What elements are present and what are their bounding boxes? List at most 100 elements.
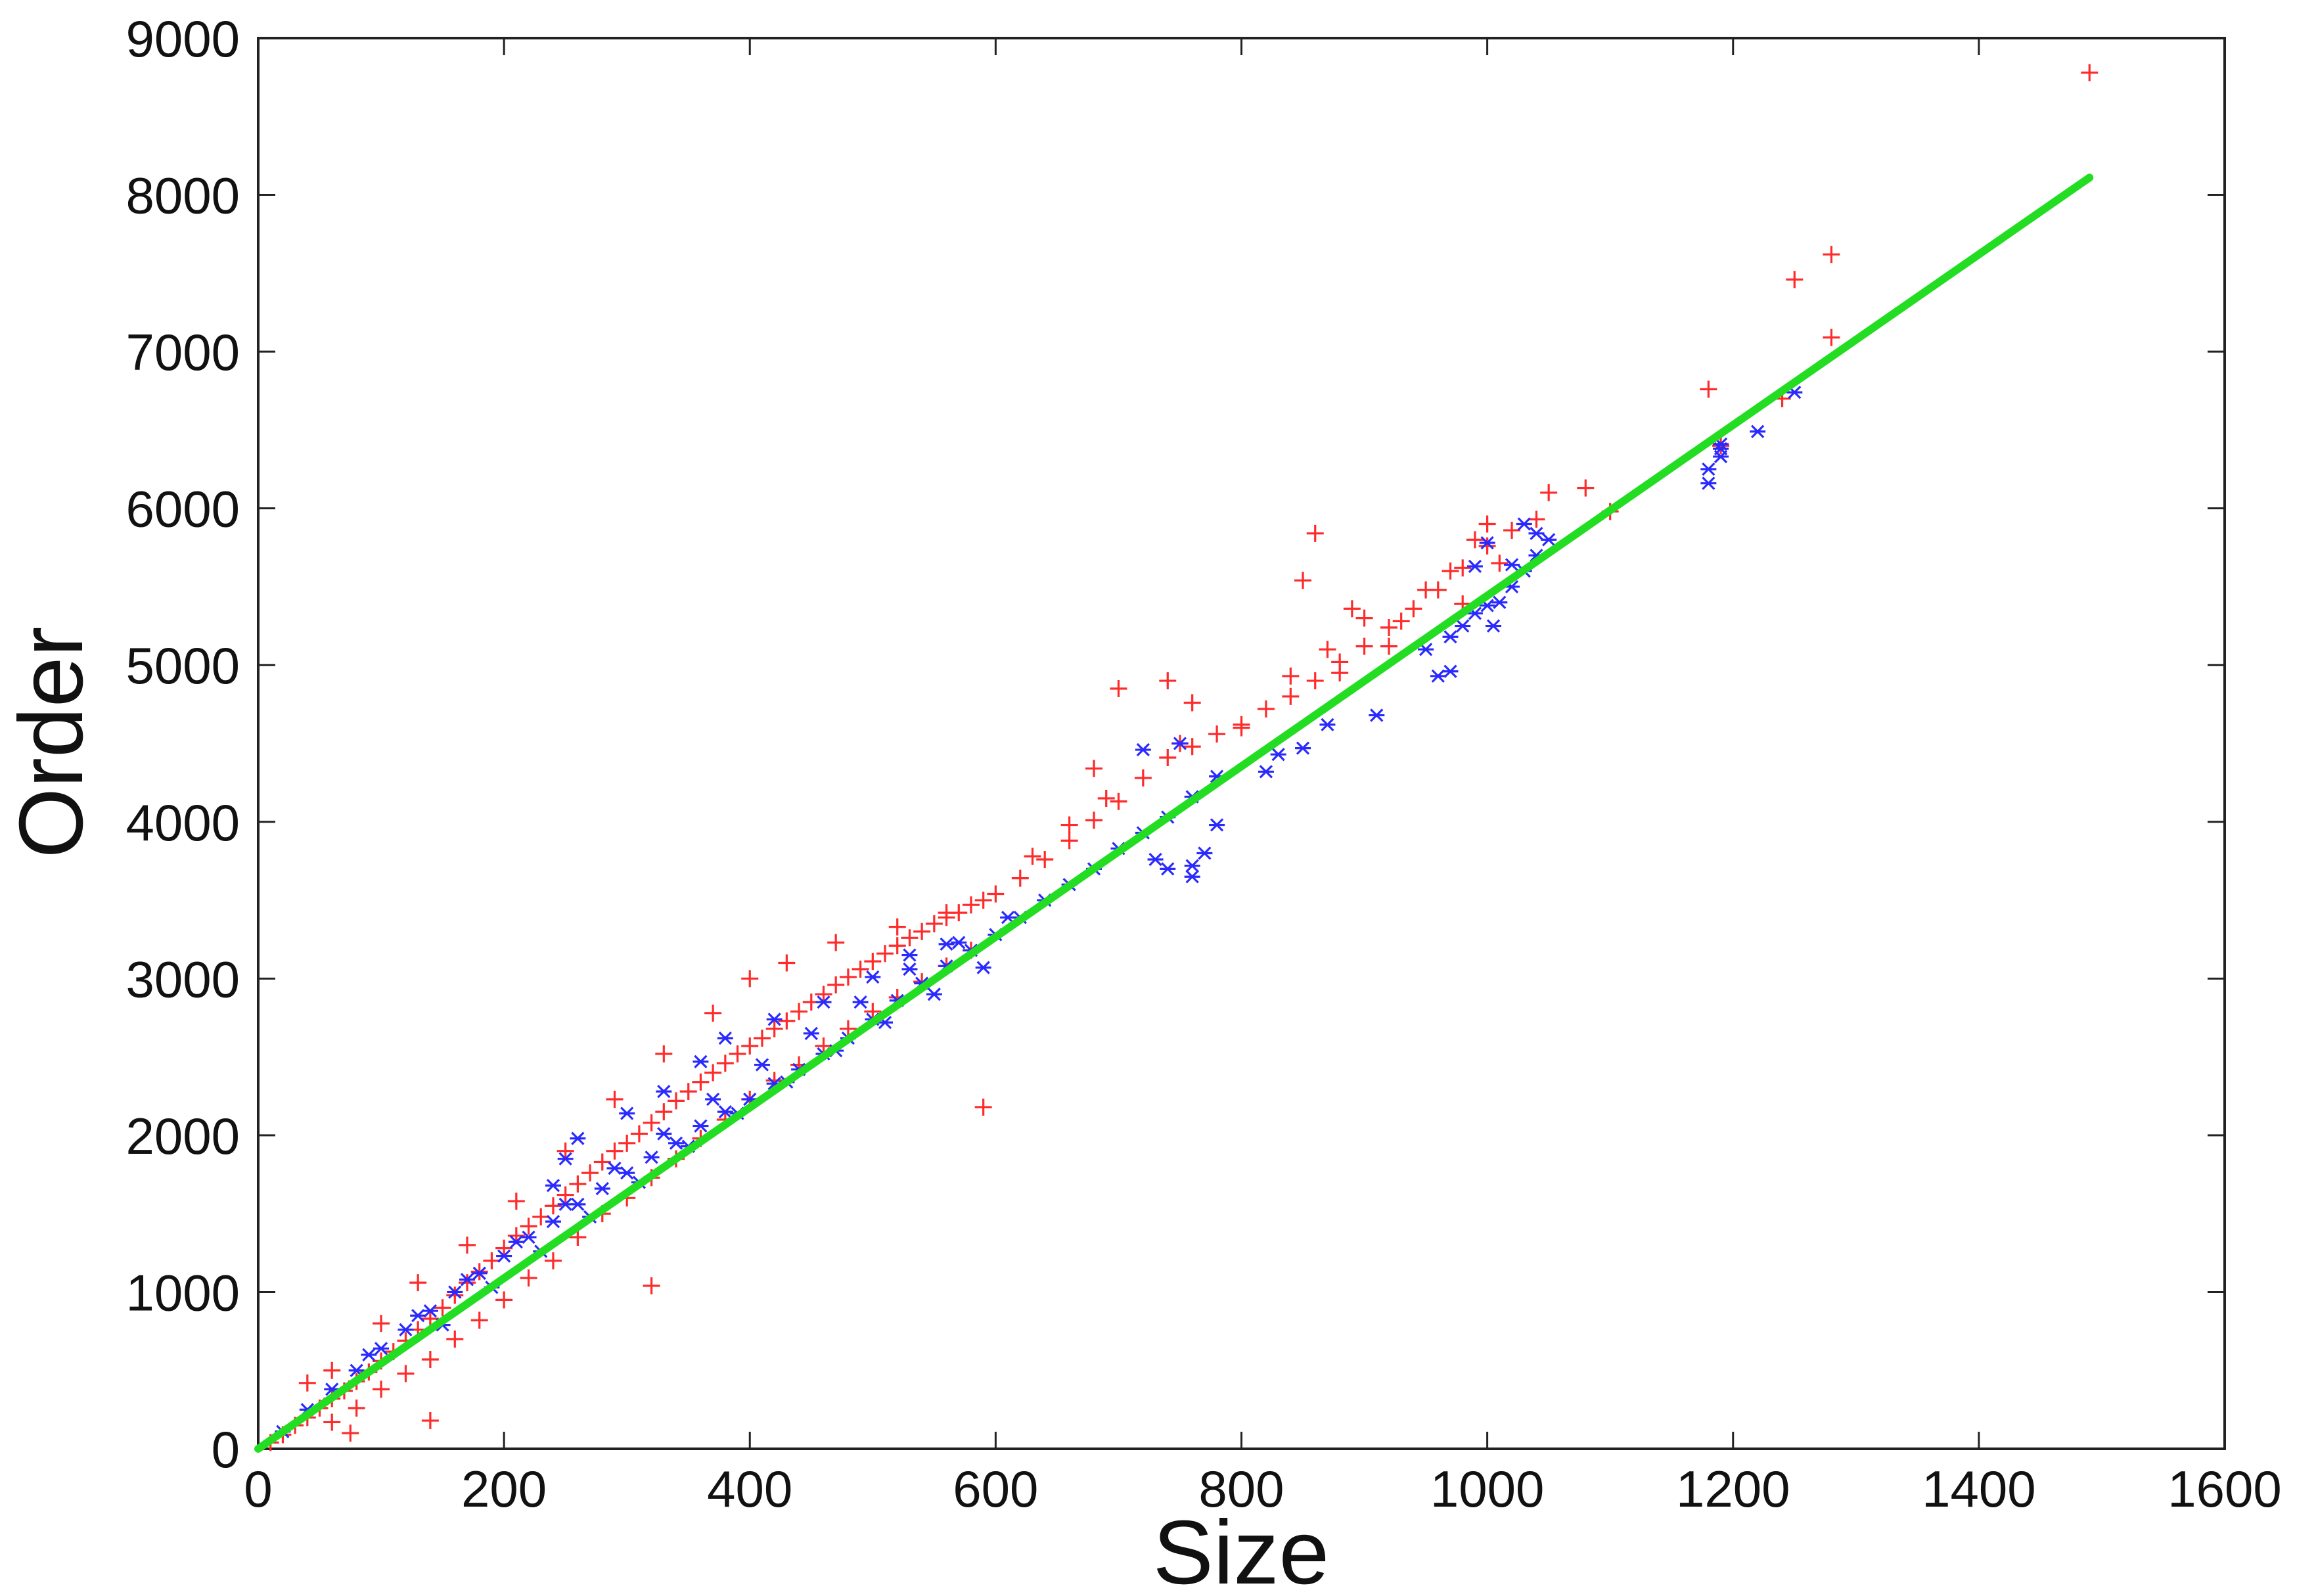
fit-line-group xyxy=(254,173,2094,1453)
blue-asterisk-point xyxy=(508,1235,524,1249)
blue-asterisk-point xyxy=(373,1342,390,1356)
blue-asterisk-point xyxy=(1209,818,1225,832)
red-plus-point xyxy=(556,1186,574,1204)
red-plus-point xyxy=(974,1098,992,1116)
blue-asterisk-point xyxy=(520,1230,537,1244)
red-plus-point xyxy=(864,953,882,970)
red-plus-point xyxy=(679,1083,697,1101)
red-plus-point xyxy=(851,961,869,978)
y-tick-label: 9000 xyxy=(125,10,240,68)
red-plus-point xyxy=(1417,581,1435,599)
blue-asterisk-point xyxy=(619,1166,635,1180)
red-plus-point xyxy=(1466,531,1484,549)
red-plus-point xyxy=(1823,329,1840,346)
red-plus-point xyxy=(1577,479,1595,497)
blue-asterisk-point xyxy=(1171,737,1188,750)
red-plus-point xyxy=(753,1029,771,1047)
red-plus-point xyxy=(1024,848,1041,865)
x-tick-label: 800 xyxy=(1198,1460,1284,1518)
y-tick-labels: 0 1000 2000 3000 4000 5000 6000 7000 8000 9000 xyxy=(125,10,240,1478)
red-plus-point xyxy=(556,1142,574,1160)
blue-asterisk-point xyxy=(852,995,869,1009)
blue-asterisk-point xyxy=(1295,741,1311,755)
red-plus-point xyxy=(2081,64,2099,81)
fit-line xyxy=(254,173,2094,1453)
red-plus-point xyxy=(1355,609,1373,627)
red-plus-point xyxy=(421,1310,439,1327)
blue-asterisk-point xyxy=(668,1136,685,1150)
red-plus-point xyxy=(1712,437,1730,455)
red-plus-point xyxy=(483,1252,501,1269)
blue-asterisk-point xyxy=(1504,558,1520,572)
red-plus-point xyxy=(606,1091,624,1108)
blue-asterisk-point xyxy=(422,1304,438,1318)
blue-asterisk-point xyxy=(766,1013,783,1026)
blue-asterisk-point xyxy=(975,961,991,974)
red-plus-point xyxy=(323,1413,341,1431)
red-plus-point xyxy=(815,986,832,1003)
blue-asterisk-point xyxy=(656,1084,672,1099)
y-tick-label: 2000 xyxy=(125,1107,240,1165)
red-plus-point xyxy=(1208,725,1226,743)
y-tick-label: 4000 xyxy=(125,794,240,852)
red-plus-point xyxy=(434,1299,451,1317)
red-plus-point xyxy=(1528,511,1545,528)
blue-asterisk-point xyxy=(570,1131,586,1145)
blue-asterisk-point xyxy=(1135,742,1151,757)
blue-asterisk-point xyxy=(471,1266,488,1280)
red-plus-point xyxy=(544,1197,562,1215)
red-plus-point xyxy=(1355,637,1373,655)
blue-asterisk-point xyxy=(1455,619,1471,633)
red-plus-point xyxy=(606,1142,624,1160)
blue-asterisk-point xyxy=(1700,462,1717,476)
red-plus-point xyxy=(962,896,980,914)
y-tick-label: 0 xyxy=(212,1421,240,1478)
red-plus-point xyxy=(729,1045,746,1062)
red-plus-point xyxy=(1183,738,1201,756)
x-tick-label: 600 xyxy=(953,1460,1038,1518)
red-plus-point xyxy=(1786,271,1804,288)
red-plus-point xyxy=(1085,811,1103,829)
blue-asterisk-point xyxy=(1491,595,1508,609)
red-plus-point xyxy=(1282,687,1300,705)
red-plus-point xyxy=(446,1331,464,1348)
blue-asterisk-point xyxy=(361,1348,377,1362)
red-plus-point xyxy=(765,1020,783,1037)
red-plus-point xyxy=(421,1412,439,1430)
blue-asterisk-point xyxy=(1528,526,1545,540)
red-plus-point xyxy=(373,1380,390,1398)
x-tick-label: 1600 xyxy=(2168,1460,2282,1518)
red-plus-point xyxy=(987,885,1005,903)
blue-asterisk-point xyxy=(693,1119,709,1133)
blue-asterisk-point xyxy=(656,1127,672,1141)
red-plus-point xyxy=(532,1208,550,1225)
red-plus-point xyxy=(373,1315,390,1333)
blue-asterisk-point xyxy=(619,1106,635,1120)
plot-frame xyxy=(257,37,2226,1450)
y-tick-label: 3000 xyxy=(125,950,240,1008)
blue-asterisk-point xyxy=(901,948,918,962)
red-plus-point xyxy=(1257,700,1275,718)
blue-asterisk-point xyxy=(815,995,832,1009)
blue-asterisk-point xyxy=(1442,664,1459,678)
red-plus-point xyxy=(778,954,796,972)
red-plus-point xyxy=(618,1134,636,1152)
x-tick-label: 0 xyxy=(244,1460,272,1518)
red-plus-point xyxy=(1060,816,1078,834)
blue-asterisk-point xyxy=(705,1092,721,1106)
red-plus-point xyxy=(446,1287,464,1304)
blue-asterisk-point xyxy=(1270,748,1286,762)
y-axis-label: Order xyxy=(1,627,102,859)
x-axis-label: Size xyxy=(1153,1502,1329,1596)
red-plus-point xyxy=(839,1020,857,1037)
blue-asterisk-point xyxy=(447,1285,463,1299)
red-plus-point xyxy=(1380,618,1397,636)
blue-asterisk-point xyxy=(717,1031,733,1045)
blue-asterisk-point xyxy=(1750,424,1766,438)
red-plus-point xyxy=(827,976,845,993)
blue-asterisk-point xyxy=(1369,708,1385,722)
blue-asterisk-point xyxy=(938,937,955,951)
blue-asterisk-point xyxy=(1319,718,1336,732)
red-plus-point xyxy=(421,1351,439,1369)
blue-asterisk-point xyxy=(1516,517,1532,531)
